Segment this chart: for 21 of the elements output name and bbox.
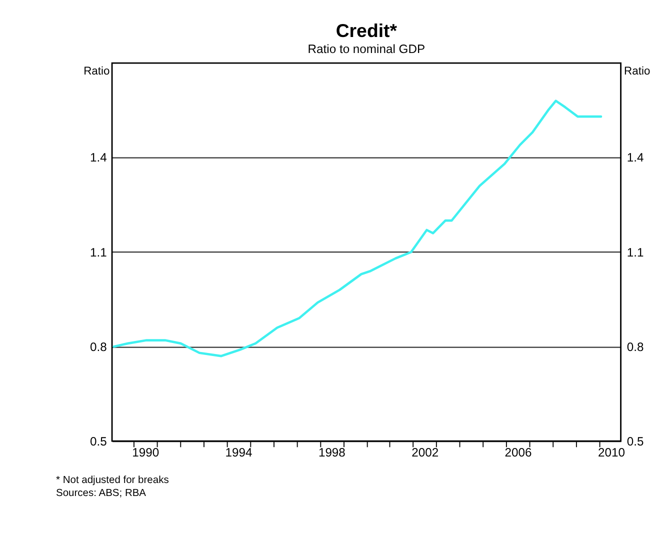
- x-tick-label: 2006: [504, 446, 532, 460]
- line-series: [112, 100, 602, 358]
- chart-subtitle: Ratio to nominal GDP: [308, 42, 426, 56]
- y-tick-label: 1.4: [90, 150, 108, 165]
- x-tick-label: 1998: [318, 446, 346, 460]
- y-tick-label: 0.5: [90, 434, 108, 448]
- x-tick-label: 2010: [598, 446, 626, 460]
- chart-title: Credit*: [336, 20, 398, 41]
- text: * Not adjusted for breaks: [56, 475, 169, 486]
- source-note: Sources: ABS; RBA: [56, 488, 146, 500]
- x-tick-label: 2002: [412, 446, 439, 460]
- x-tick-label: 1994: [225, 446, 252, 460]
- y-axis-title: Ratio: [84, 66, 110, 78]
- y2-tick-label: 1.4: [626, 150, 644, 165]
- y-tick-label: 0.8: [90, 340, 108, 354]
- y2-tick-label: 1.1: [626, 245, 644, 260]
- y2-axis-title: Ratio: [624, 66, 650, 78]
- y2-tick-label: 0.5: [626, 434, 644, 448]
- y2-tick-label: 0.8: [626, 340, 644, 354]
- x-tick-label: 1990: [132, 446, 160, 460]
- y-tick-label: 1.1: [90, 245, 108, 260]
